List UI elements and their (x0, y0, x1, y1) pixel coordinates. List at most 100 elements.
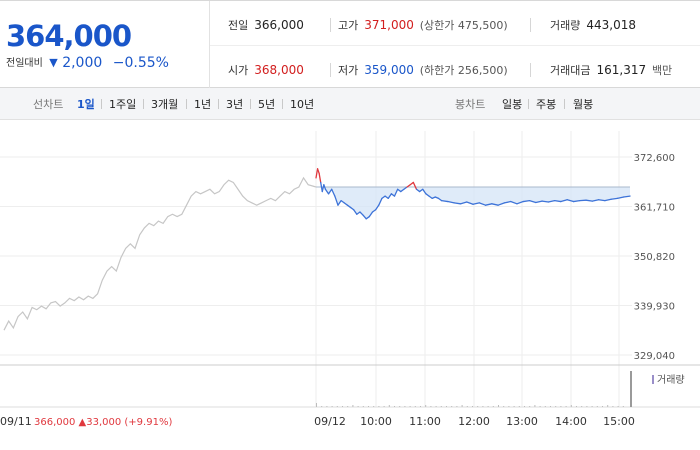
volume-bar (461, 405, 463, 407)
today-segment (610, 197, 619, 200)
period-3year[interactable]: 3년 (226, 98, 244, 111)
x-tick-label: 12:00 (458, 415, 490, 428)
high-label: 고가 (338, 19, 359, 32)
today-segment (522, 199, 531, 203)
high-value: 371,000 (364, 18, 414, 32)
prev-close-info: 전일 366,000 (228, 17, 304, 33)
volume-bar (451, 406, 453, 407)
today-segment (337, 199, 342, 206)
candle-daily[interactable]: 일봉 (502, 98, 523, 111)
today-segment (478, 202, 487, 206)
open-label: 시가 (228, 64, 249, 77)
volume-panel: 거래량 (0, 364, 700, 408)
period-3month[interactable]: 3개월 (151, 98, 179, 111)
today-segment (616, 196, 625, 200)
divider (564, 99, 565, 109)
volume-bar (518, 406, 520, 407)
prev-day-change: 33,000 (86, 417, 124, 428)
x-tick-label: 13:00 (506, 415, 538, 428)
y-axis: 372,600 361,710 350,820 339,930 329,040 (634, 153, 675, 362)
today-segment (378, 197, 383, 206)
volume-bar (630, 371, 632, 407)
volume-bar (570, 405, 572, 407)
period-10year[interactable]: 10년 (290, 98, 315, 111)
volume-bar (498, 405, 499, 407)
candle-weekly[interactable]: 주봉 (536, 98, 557, 111)
volume-info: 거래량 443,018 (550, 17, 636, 33)
today-segment (331, 188, 336, 197)
today-segment (516, 200, 524, 205)
up-arrow-icon: ▲ (79, 417, 87, 428)
period-1week[interactable]: 1주일 (109, 98, 137, 111)
volume-bar (316, 403, 317, 407)
period-1year[interactable]: 1년 (194, 98, 212, 111)
volume-bar (378, 406, 380, 407)
volume-legend-label: 거래량 (657, 374, 685, 386)
divider (186, 99, 187, 109)
volume-legend-swatch (652, 375, 654, 384)
today-segment (528, 199, 537, 204)
today-segment (353, 209, 358, 215)
amount-unit: 백만 (651, 64, 673, 77)
volume-bar (534, 405, 536, 407)
period-5year[interactable]: 5년 (258, 98, 276, 111)
prev-close-value: 366,000 (254, 18, 304, 32)
candle-monthly[interactable]: 월봉 (573, 98, 594, 111)
volume-bar (394, 406, 395, 407)
volume-bar (503, 406, 505, 407)
today-segment (623, 195, 631, 198)
y-tick-label: 339,930 (634, 302, 675, 313)
today-segment (497, 202, 506, 206)
today-segment (362, 214, 367, 220)
volume-bar (446, 406, 447, 407)
price-chart[interactable]: 372,600 361,710 350,820 339,930 329,040 거래량 … (0, 121, 700, 450)
candle-chart-label: 봉차트 (455, 98, 486, 111)
today-segment (560, 199, 568, 203)
volume-bar (539, 406, 541, 407)
prev-day-info: 366,000 ▲33,000 (+9.91%) (34, 417, 172, 428)
volume-bar (383, 406, 385, 407)
today-segment (368, 211, 374, 218)
today-segment (591, 199, 600, 202)
today-segment (315, 168, 319, 179)
current-price: 364,000 (6, 19, 132, 53)
volume-bar (487, 406, 489, 407)
quote-header: 364,000 전일대비 ▼ 2,000 −0.55% 전일 366,000 고가… (0, 0, 700, 88)
period-1day[interactable]: 1일 (77, 98, 95, 111)
today-segment (393, 188, 399, 197)
volume-bar (373, 406, 375, 407)
today-segment (597, 199, 606, 202)
divider (330, 63, 331, 77)
volume-bar (456, 406, 458, 407)
volume-bar (435, 406, 437, 407)
today-segment (566, 199, 575, 203)
x-tick-label: 11:00 (409, 415, 441, 428)
volume-bar (425, 405, 427, 407)
volume-bar (560, 406, 562, 407)
today-segment (491, 203, 499, 206)
volume-bar (331, 406, 333, 407)
volume-bar (399, 406, 401, 407)
volume-bar (513, 406, 515, 407)
divider (530, 18, 531, 32)
amount-info: 거래대금 161,317 백만 (550, 62, 672, 78)
today-segment (327, 188, 333, 195)
volume-value: 443,018 (586, 18, 636, 32)
volume-bar (529, 406, 531, 407)
low-info: 저가 359,000 (하한가 256,500) (338, 62, 508, 78)
today-segment (510, 200, 518, 205)
volume-bar (347, 406, 349, 407)
divider (250, 99, 251, 109)
period-toolbar: 선차트 1일 1주일 3개월 1년 3년 5년 10년 봉차트 일봉 주봉 월봉 (0, 88, 700, 120)
amount-value: 161,317 (596, 63, 647, 77)
today-segment (412, 181, 418, 190)
today-segment (547, 199, 556, 203)
volume-bar (472, 406, 473, 407)
change-amount: 2,000 (62, 55, 103, 71)
today-segment (553, 199, 562, 203)
volume-bar (326, 406, 328, 407)
volume-bar (508, 406, 510, 407)
y-tick-label: 350,820 (634, 252, 675, 263)
x-tick-label: 15:00 (603, 415, 635, 428)
